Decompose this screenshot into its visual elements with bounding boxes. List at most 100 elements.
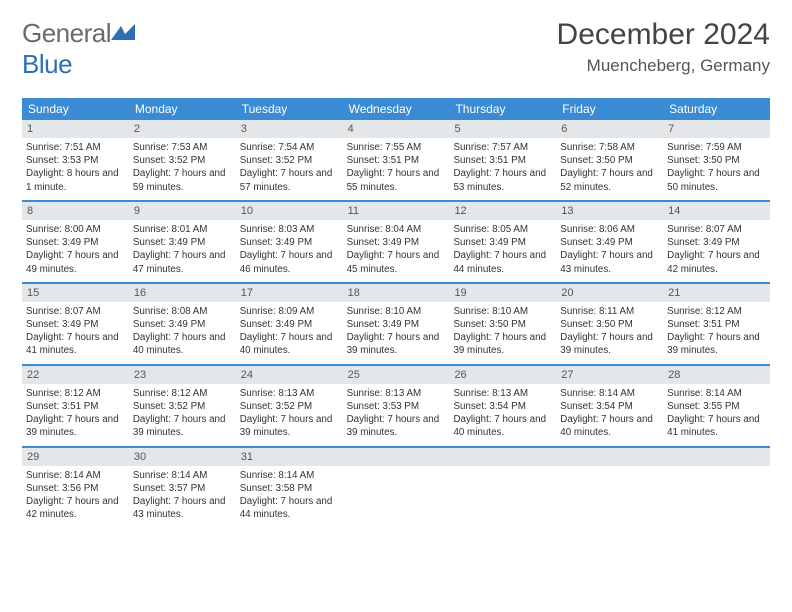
sunset-text: Sunset: 3:49 PM xyxy=(667,236,766,249)
sunset-text: Sunset: 3:50 PM xyxy=(667,154,766,167)
daylight-text: Daylight: 7 hours and 39 minutes. xyxy=(667,331,766,357)
day-cell: 25 Sunrise: 8:13 AMSunset: 3:53 PMDayligh… xyxy=(343,366,450,446)
daylight-text: Daylight: 7 hours and 44 minutes. xyxy=(453,249,552,275)
sunrise-text: Sunrise: 8:09 AM xyxy=(240,305,339,318)
day-info: Sunrise: 8:04 AMSunset: 3:49 PMDaylight:… xyxy=(347,223,446,276)
day-number: 6 xyxy=(556,120,663,138)
sunset-text: Sunset: 3:49 PM xyxy=(347,236,446,249)
day-number: 18 xyxy=(343,284,450,302)
sunset-text: Sunset: 3:50 PM xyxy=(560,318,659,331)
sunset-text: Sunset: 3:51 PM xyxy=(347,154,446,167)
day-info: Sunrise: 8:14 AMSunset: 3:57 PMDaylight:… xyxy=(133,469,232,522)
month-title: December 2024 xyxy=(557,18,770,52)
day-number: 17 xyxy=(236,284,343,302)
sunset-text: Sunset: 3:49 PM xyxy=(453,236,552,249)
sunrise-text: Sunrise: 8:14 AM xyxy=(26,469,125,482)
day-info: Sunrise: 8:13 AMSunset: 3:54 PMDaylight:… xyxy=(453,387,552,440)
daylight-text: Daylight: 7 hours and 41 minutes. xyxy=(667,413,766,439)
day-info: Sunrise: 8:03 AMSunset: 3:49 PMDaylight:… xyxy=(240,223,339,276)
location: Muencheberg, Germany xyxy=(557,56,770,76)
sunset-text: Sunset: 3:56 PM xyxy=(26,482,125,495)
day-number: 13 xyxy=(556,202,663,220)
sunset-text: Sunset: 3:52 PM xyxy=(240,400,339,413)
daylight-text: Daylight: 7 hours and 46 minutes. xyxy=(240,249,339,275)
daylight-text: Daylight: 7 hours and 39 minutes. xyxy=(560,331,659,357)
sunrise-text: Sunrise: 8:14 AM xyxy=(560,387,659,400)
logo-wave-icon xyxy=(111,18,135,48)
day-info: Sunrise: 8:07 AMSunset: 3:49 PMDaylight:… xyxy=(667,223,766,276)
day-cell: 13Sunrise: 8:06 AMSunset: 3:49 PMDayligh… xyxy=(556,202,663,282)
sunrise-text: Sunrise: 8:12 AM xyxy=(26,387,125,400)
day-number: 3 xyxy=(236,120,343,138)
sunrise-text: Sunrise: 8:06 AM xyxy=(560,223,659,236)
day-cell: 6Sunrise: 7:58 AMSunset: 3:50 PMDaylight… xyxy=(556,120,663,200)
day-cell: 10 Sunrise: 8:03 AMSunset: 3:49 PMDayligh… xyxy=(236,202,343,282)
day-cell: 28 Sunrise: 8:14 AMSunset: 3:55 PMDayligh… xyxy=(663,366,770,446)
day-info: Sunrise: 8:00 AMSunset: 3:49 PMDaylight:… xyxy=(26,223,125,276)
day-number: 16 xyxy=(129,284,236,302)
day-cell: 20 Sunrise: 8:11 AMSunset: 3:50 PMDayligh… xyxy=(556,284,663,364)
day-cell: 12Sunrise: 8:05 AMSunset: 3:49 PMDayligh… xyxy=(449,202,556,282)
sunrise-text: Sunrise: 8:14 AM xyxy=(667,387,766,400)
day-number-empty xyxy=(343,448,450,466)
day-cell: 2Sunrise: 7:53 AMSunset: 3:52 PMDaylight… xyxy=(129,120,236,200)
day-info: Sunrise: 8:13 AMSunset: 3:53 PMDaylight:… xyxy=(347,387,446,440)
day-cell: 7Sunrise: 7:59 AMSunset: 3:50 PMDaylight… xyxy=(663,120,770,200)
day-header-row: SundayMondayTuesdayWednesdayThursdayFrid… xyxy=(22,98,770,120)
daylight-text: Daylight: 7 hours and 40 minutes. xyxy=(560,413,659,439)
daylight-text: Daylight: 7 hours and 39 minutes. xyxy=(453,331,552,357)
sunset-text: Sunset: 3:51 PM xyxy=(453,154,552,167)
day-number: 9 xyxy=(129,202,236,220)
daylight-text: Daylight: 7 hours and 39 minutes. xyxy=(133,413,232,439)
sunset-text: Sunset: 3:54 PM xyxy=(560,400,659,413)
day-info: Sunrise: 8:12 AMSunset: 3:51 PMDaylight:… xyxy=(667,305,766,358)
day-cell: 3 Sunrise: 7:54 AMSunset: 3:52 PMDaylight… xyxy=(236,120,343,200)
daylight-text: Daylight: 7 hours and 55 minutes. xyxy=(347,167,446,193)
day-cell xyxy=(663,448,770,528)
sunrise-text: Sunrise: 7:58 AM xyxy=(560,141,659,154)
day-number: 20 xyxy=(556,284,663,302)
day-number: 11 xyxy=(343,202,450,220)
daylight-text: Daylight: 7 hours and 42 minutes. xyxy=(667,249,766,275)
title-block: December 2024 Muencheberg, Germany xyxy=(557,18,770,76)
day-number: 1 xyxy=(22,120,129,138)
daylight-text: Daylight: 7 hours and 52 minutes. xyxy=(560,167,659,193)
day-number: 12 xyxy=(449,202,556,220)
day-info: Sunrise: 8:14 AMSunset: 3:56 PMDaylight:… xyxy=(26,469,125,522)
sunrise-text: Sunrise: 8:04 AM xyxy=(347,223,446,236)
day-info: Sunrise: 8:01 AMSunset: 3:49 PMDaylight:… xyxy=(133,223,232,276)
day-info: Sunrise: 7:55 AMSunset: 3:51 PMDaylight:… xyxy=(347,141,446,194)
day-number: 4 xyxy=(343,120,450,138)
sunrise-text: Sunrise: 7:53 AM xyxy=(133,141,232,154)
sunset-text: Sunset: 3:55 PM xyxy=(667,400,766,413)
sunrise-text: Sunrise: 8:10 AM xyxy=(453,305,552,318)
day-info: Sunrise: 8:08 AMSunset: 3:49 PMDaylight:… xyxy=(133,305,232,358)
day-number: 8 xyxy=(22,202,129,220)
day-info: Sunrise: 7:54 AMSunset: 3:52 PMDaylight:… xyxy=(240,141,339,194)
day-cell: 27 Sunrise: 8:14 AMSunset: 3:54 PMDayligh… xyxy=(556,366,663,446)
daylight-text: Daylight: 7 hours and 50 minutes. xyxy=(667,167,766,193)
day-info: Sunrise: 8:11 AMSunset: 3:50 PMDaylight:… xyxy=(560,305,659,358)
week-row: 1Sunrise: 7:51 AMSunset: 3:53 PMDaylight… xyxy=(22,120,770,202)
day-info: Sunrise: 8:12 AMSunset: 3:51 PMDaylight:… xyxy=(26,387,125,440)
day-number: 28 xyxy=(663,366,770,384)
day-header: Wednesday xyxy=(343,98,450,120)
day-number: 21 xyxy=(663,284,770,302)
day-cell: 23Sunrise: 8:12 AMSunset: 3:52 PMDayligh… xyxy=(129,366,236,446)
daylight-text: Daylight: 7 hours and 43 minutes. xyxy=(560,249,659,275)
sunset-text: Sunset: 3:51 PM xyxy=(667,318,766,331)
header: General Blue December 2024 Muencheberg, … xyxy=(22,18,770,80)
day-number: 27 xyxy=(556,366,663,384)
daylight-text: Daylight: 7 hours and 39 minutes. xyxy=(26,413,125,439)
daylight-text: Daylight: 7 hours and 39 minutes. xyxy=(240,413,339,439)
day-number: 25 xyxy=(343,366,450,384)
day-number: 10 xyxy=(236,202,343,220)
sunset-text: Sunset: 3:49 PM xyxy=(347,318,446,331)
day-cell xyxy=(343,448,450,528)
day-header: Tuesday xyxy=(236,98,343,120)
day-info: Sunrise: 8:07 AMSunset: 3:49 PMDaylight:… xyxy=(26,305,125,358)
daylight-text: Daylight: 7 hours and 45 minutes. xyxy=(347,249,446,275)
day-cell: 18Sunrise: 8:10 AMSunset: 3:49 PMDayligh… xyxy=(343,284,450,364)
day-cell: 16 Sunrise: 8:08 AMSunset: 3:49 PMDayligh… xyxy=(129,284,236,364)
sunrise-text: Sunrise: 7:54 AM xyxy=(240,141,339,154)
